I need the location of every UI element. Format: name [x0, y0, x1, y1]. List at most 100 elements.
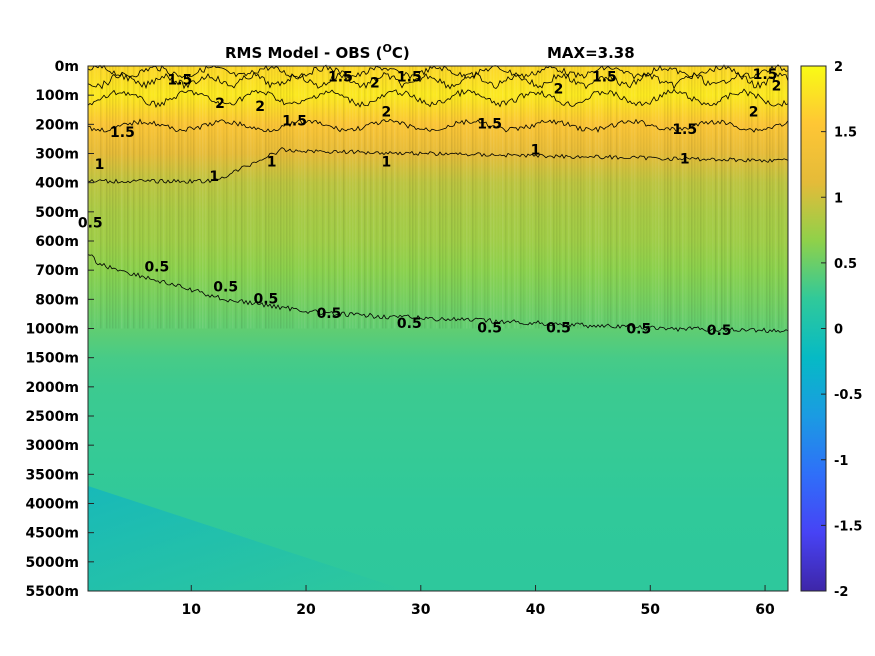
variability-stripe	[283, 66, 285, 329]
y-tick-label: 3500m	[25, 467, 79, 483]
contour-line-2-lower	[87, 88, 789, 109]
variability-stripe	[391, 66, 393, 329]
variability-stripe	[616, 66, 618, 329]
variability-stripe	[667, 66, 669, 329]
variability-stripe	[424, 66, 426, 329]
variability-stripe	[295, 66, 297, 329]
variability-stripe	[679, 66, 681, 329]
variability-stripe	[493, 66, 495, 329]
variability-stripe	[232, 66, 234, 329]
y-tick-label: 100m	[35, 88, 79, 104]
variability-stripe	[592, 66, 594, 329]
variability-stripe	[568, 66, 570, 329]
variability-stripe	[571, 66, 573, 329]
contour-line-1.5-upper	[87, 64, 789, 80]
variability-stripe	[769, 66, 771, 329]
contour-label: 2	[749, 105, 759, 121]
variability-stripe	[706, 66, 708, 329]
variability-stripe	[298, 66, 300, 329]
chart-title: RMS Model - OBS (OC)	[225, 42, 410, 62]
variability-stripe	[367, 66, 369, 329]
variability-stripe	[160, 66, 162, 329]
variability-stripe	[418, 66, 420, 329]
variability-stripe	[775, 66, 777, 329]
variability-stripe	[652, 66, 654, 329]
variability-stripe	[553, 66, 555, 329]
contour-label: 2	[215, 96, 225, 112]
variability-stripe	[397, 66, 399, 329]
variability-stripe	[388, 66, 390, 329]
variability-stripe	[343, 66, 345, 329]
variability-stripe	[694, 66, 696, 329]
contour-label: 2	[255, 99, 265, 115]
variability-stripe	[502, 66, 504, 329]
colorbar-tick-label: 2	[834, 60, 843, 75]
variability-stripe	[763, 66, 765, 329]
variability-stripe	[361, 66, 363, 329]
variability-stripe	[622, 66, 624, 329]
variability-stripe	[169, 66, 171, 329]
variability-stripe	[760, 66, 762, 329]
y-tick-label: 400m	[35, 176, 79, 192]
variability-stripe	[661, 66, 663, 329]
variability-stripe	[625, 66, 627, 329]
variability-stripe	[91, 66, 93, 329]
variability-stripe	[421, 66, 423, 329]
variability-stripe	[583, 66, 585, 329]
variability-stripe	[319, 66, 321, 329]
variability-stripe	[88, 66, 90, 329]
variability-stripe	[472, 66, 474, 329]
contour-label: 0.5	[253, 291, 278, 307]
variability-stripe	[541, 66, 543, 329]
variability-stripe	[307, 66, 309, 329]
colorbar-tick-label: -1	[834, 454, 848, 469]
contour-label: 0.5	[213, 280, 238, 296]
contour-label: 1	[680, 151, 690, 167]
variability-stripe	[487, 66, 489, 329]
contour-label: 1	[209, 169, 219, 185]
variability-stripe	[448, 66, 450, 329]
variability-stripe	[784, 66, 786, 329]
variability-stripe	[364, 66, 366, 329]
variability-stripe	[565, 66, 567, 329]
variability-stripe	[379, 66, 381, 329]
variability-stripe	[325, 66, 327, 329]
variability-stripe	[193, 66, 195, 329]
y-tick-label: 5000m	[25, 555, 79, 571]
variability-stripe	[151, 66, 153, 329]
variability-stripe	[334, 66, 336, 329]
contour-label: 1	[95, 157, 105, 173]
contour-line-0.5	[87, 254, 789, 333]
variability-stripe	[427, 66, 429, 329]
variability-stripe	[271, 66, 273, 329]
variability-stripe	[454, 66, 456, 329]
variability-stripe	[244, 66, 246, 329]
variability-stripe	[664, 66, 666, 329]
variability-stripe	[610, 66, 612, 329]
variability-stripe	[700, 66, 702, 329]
variability-stripe	[676, 66, 678, 329]
variability-stripe	[235, 66, 237, 329]
variability-stripe	[778, 66, 780, 329]
colorbar-tick-label: 0.5	[834, 257, 857, 272]
y-tick-label: 2000m	[25, 380, 79, 396]
variability-stripe	[442, 66, 444, 329]
variability-stripe	[280, 66, 282, 329]
y-tick-label: 2500m	[25, 409, 79, 425]
x-axis: 10 20 30 40 50 60	[182, 585, 775, 618]
variability-stripe	[445, 66, 447, 329]
variability-stripe	[724, 66, 726, 329]
contour-label: 1.5	[753, 67, 778, 83]
variability-stripe	[214, 66, 216, 329]
variability-stripe	[745, 66, 747, 329]
variability-stripe	[274, 66, 276, 329]
variability-stripe	[433, 66, 435, 329]
contour-label: 1	[267, 154, 277, 170]
variability-stripe	[211, 66, 213, 329]
variability-stripe	[412, 66, 414, 329]
contour-label: 1.5	[592, 70, 617, 86]
variability-stripe	[265, 66, 267, 329]
colorbar-tick-label: 1.5	[834, 126, 857, 141]
variability-stripe	[469, 66, 471, 329]
